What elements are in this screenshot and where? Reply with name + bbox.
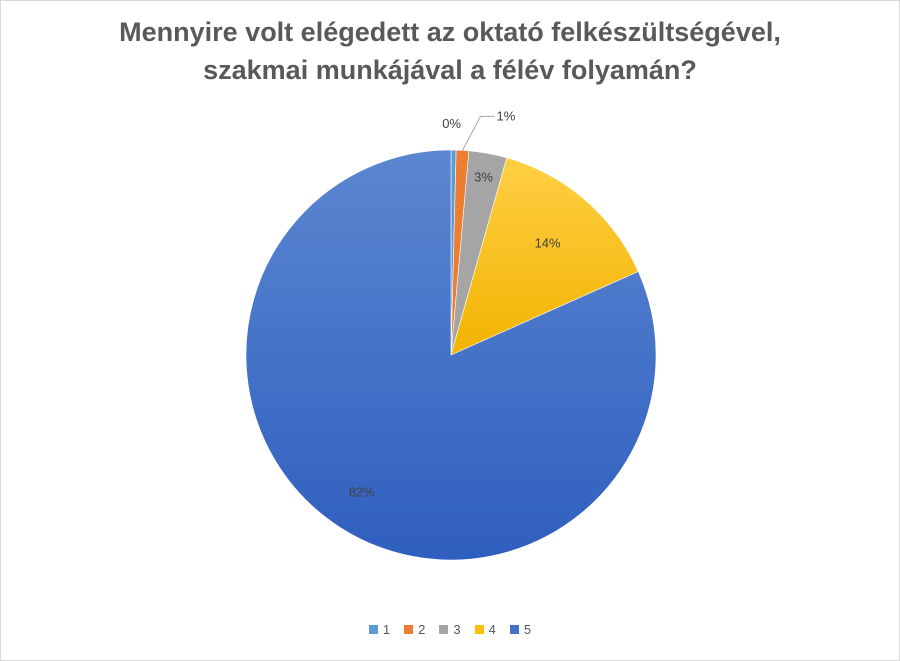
data-label-4: 14% <box>535 235 561 250</box>
chart-title: Mennyire volt elégedett az oktató felkés… <box>1 13 899 89</box>
leader-line-2 <box>462 115 495 151</box>
chart-legend: 1 2 3 4 5 <box>1 622 899 637</box>
legend-swatch-5 <box>509 625 519 634</box>
data-label-2: 1% <box>497 108 516 123</box>
data-label-5: 82% <box>349 485 375 500</box>
pie-slice-5 <box>245 149 657 561</box>
legend-label-1: 1 <box>382 622 391 637</box>
pie-slice-4 <box>450 157 639 356</box>
legend-label-5: 5 <box>523 622 532 637</box>
legend-swatch-2 <box>404 625 414 634</box>
legend-item-4: 4 <box>474 622 496 637</box>
legend-swatch-1 <box>368 625 378 634</box>
legend-swatch-4 <box>474 625 484 634</box>
legend-swatch-3 <box>439 625 449 634</box>
chart-title-line-2: szakmai munkájával a félév folyamán? <box>203 55 697 85</box>
legend-item-5: 5 <box>509 622 532 637</box>
data-label-3: 3% <box>474 170 493 185</box>
legend-label-2: 2 <box>418 622 426 637</box>
legend-label-3: 3 <box>453 622 461 637</box>
legend-item-1: 1 <box>368 622 391 637</box>
pie-chart: 0% 1% 3% 14% 82% <box>245 108 657 561</box>
legend-label-4: 4 <box>488 622 496 637</box>
legend-item-2: 2 <box>404 622 425 637</box>
chart-title-line-1: Mennyire volt elégedett az oktató felkés… <box>119 17 781 47</box>
legend-item-3: 3 <box>439 622 461 637</box>
data-label-1: 0% <box>442 116 461 131</box>
